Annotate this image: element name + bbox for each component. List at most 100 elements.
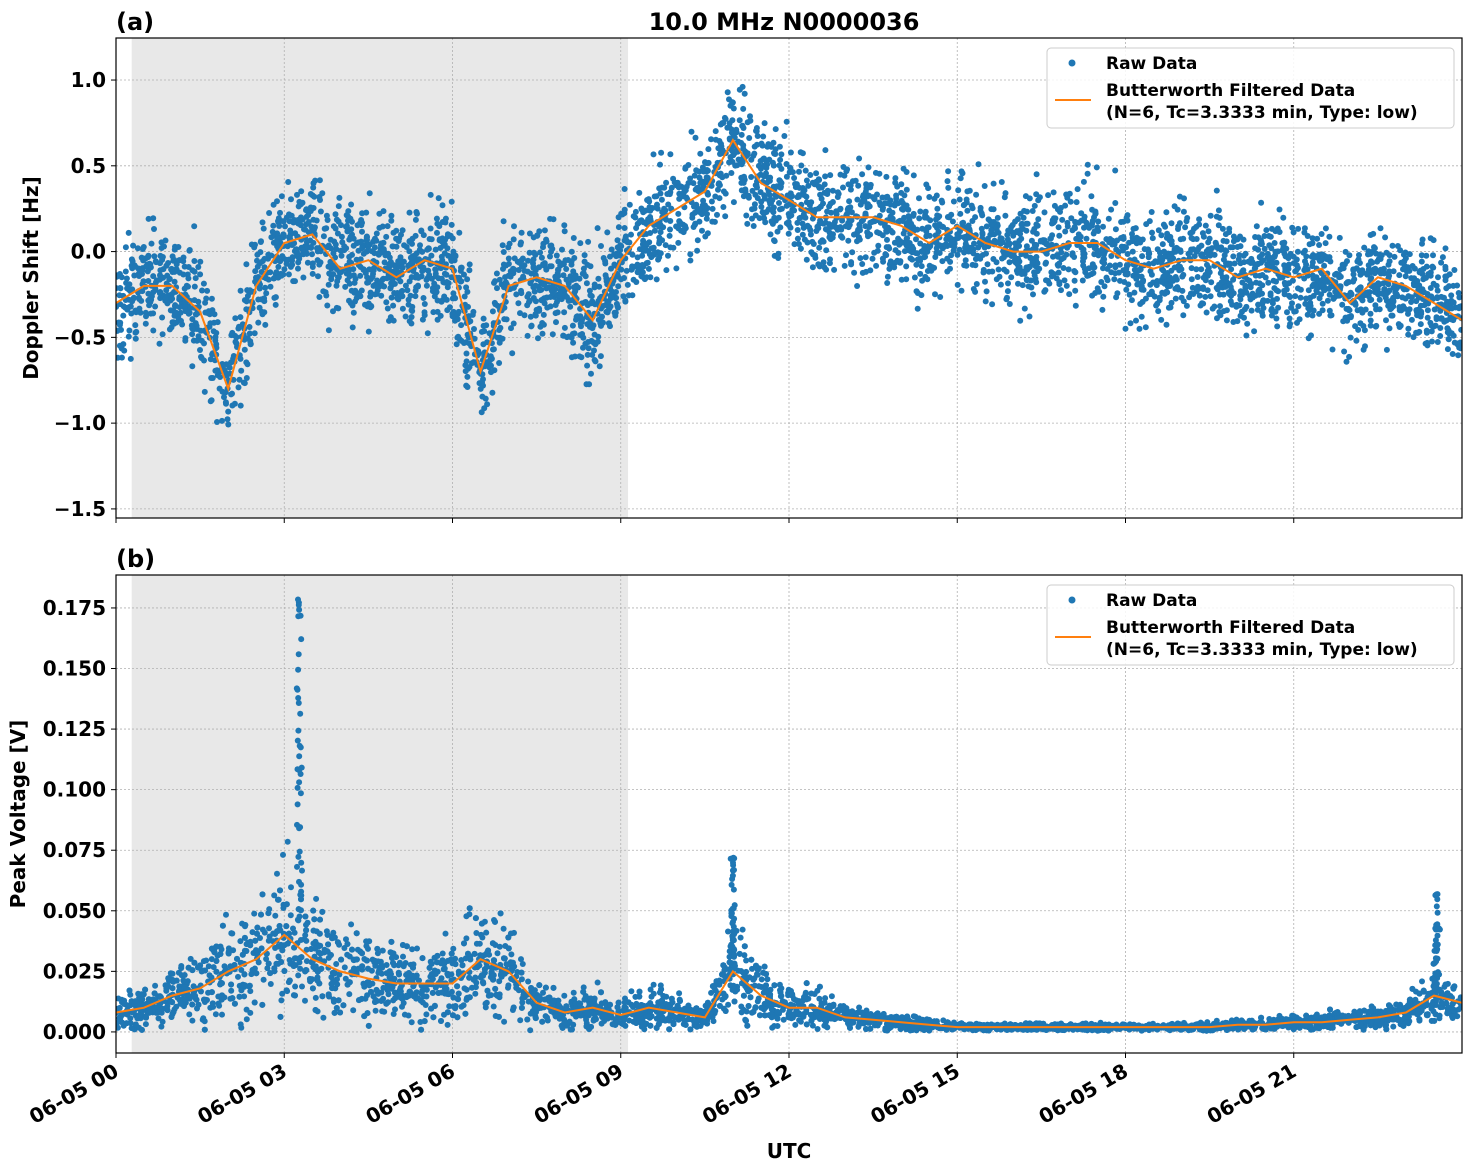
raw-data-point	[1056, 261, 1062, 267]
raw-data-point	[285, 243, 291, 249]
raw-data-point	[1405, 326, 1411, 332]
raw-data-point	[1450, 351, 1456, 357]
raw-data-point	[388, 314, 394, 320]
raw-data-point	[1368, 318, 1374, 324]
raw-data-point	[1108, 207, 1114, 213]
raw-data-point	[236, 384, 242, 390]
raw-data-point	[533, 283, 539, 289]
raw-data-point	[191, 258, 197, 264]
raw-data-point	[1163, 209, 1169, 215]
raw-data-point	[883, 174, 889, 180]
raw-data-point	[751, 151, 757, 157]
raw-data-point	[1098, 279, 1104, 285]
raw-data-point	[1080, 278, 1086, 284]
raw-data-point	[795, 227, 801, 233]
raw-data-point	[1173, 296, 1179, 302]
raw-data-point	[292, 278, 298, 284]
raw-data-point	[252, 268, 258, 274]
raw-data-point	[1400, 266, 1406, 272]
raw-data-point	[238, 403, 244, 409]
raw-data-point	[1252, 265, 1258, 271]
raw-data-point	[506, 256, 512, 262]
raw-data-point	[702, 208, 708, 214]
raw-data-point	[1383, 317, 1389, 323]
raw-data-point	[1066, 291, 1072, 297]
raw-data-point	[1100, 294, 1106, 300]
y-tick-label: 0.0	[71, 240, 106, 264]
raw-data-point	[539, 255, 545, 261]
raw-data-point	[947, 235, 953, 241]
raw-data-point	[1066, 266, 1072, 272]
raw-data-point	[768, 231, 774, 237]
raw-data-point	[1225, 262, 1231, 268]
raw-data-point	[1434, 316, 1440, 322]
raw-data-point	[1272, 240, 1278, 246]
raw-data-point	[999, 236, 1005, 242]
raw-data-point	[1130, 238, 1136, 244]
raw-data-point	[587, 292, 593, 298]
raw-data-point	[784, 119, 790, 125]
raw-data-point	[1167, 237, 1173, 243]
raw-data-point	[731, 199, 737, 205]
raw-data-point	[386, 991, 392, 997]
raw-data-point	[721, 188, 727, 194]
raw-data-point	[831, 267, 837, 273]
raw-data-point	[494, 285, 500, 291]
raw-data-point	[519, 230, 525, 236]
raw-data-point	[150, 328, 156, 334]
raw-data-point	[1058, 287, 1064, 293]
raw-data-point	[531, 257, 537, 263]
raw-data-point	[496, 360, 502, 366]
raw-data-point	[897, 258, 903, 264]
raw-data-point	[1216, 207, 1222, 213]
raw-data-point	[1137, 326, 1143, 332]
raw-data-point	[697, 151, 703, 157]
raw-data-point	[339, 253, 345, 259]
raw-data-point	[658, 150, 664, 156]
raw-data-point	[544, 295, 550, 301]
raw-data-point	[996, 267, 1002, 273]
raw-data-point	[1295, 249, 1301, 255]
raw-data-point	[133, 336, 139, 342]
raw-data-point	[1260, 257, 1266, 263]
raw-data-point	[1059, 217, 1065, 223]
raw-data-point	[175, 315, 181, 321]
raw-data-point	[445, 1022, 451, 1028]
raw-data-point	[644, 197, 650, 203]
raw-data-point	[1009, 253, 1015, 259]
raw-data-point	[261, 977, 267, 983]
raw-data-point	[422, 301, 428, 307]
raw-data-point	[528, 271, 534, 277]
raw-data-point	[817, 221, 823, 227]
raw-data-point	[1427, 320, 1433, 326]
raw-data-point	[536, 308, 542, 314]
raw-data-point	[1306, 335, 1312, 341]
raw-data-point	[385, 306, 391, 312]
raw-data-point	[589, 325, 595, 331]
raw-data-point	[359, 229, 365, 235]
raw-data-point	[270, 223, 276, 229]
raw-data-point	[1206, 228, 1212, 234]
raw-data-point	[1051, 189, 1057, 195]
raw-data-point	[182, 286, 188, 292]
raw-data-point	[1272, 254, 1278, 260]
raw-data-point	[800, 150, 806, 156]
raw-data-point	[838, 172, 844, 178]
raw-data-point	[444, 297, 450, 303]
raw-data-point	[1018, 227, 1024, 233]
raw-data-point	[625, 282, 631, 288]
raw-data-point	[1116, 270, 1122, 276]
raw-data-point	[237, 314, 243, 320]
raw-data-point	[150, 273, 156, 279]
raw-data-point	[1330, 347, 1336, 353]
raw-data-point	[752, 192, 758, 198]
raw-data-point	[511, 321, 517, 327]
raw-data-point	[389, 295, 395, 301]
raw-data-point	[1377, 297, 1383, 303]
raw-data-point	[555, 273, 561, 279]
raw-data-point	[1368, 311, 1374, 317]
raw-data-point	[773, 126, 779, 132]
raw-data-point	[901, 231, 907, 237]
raw-data-point	[932, 196, 938, 202]
raw-data-point	[582, 259, 588, 265]
